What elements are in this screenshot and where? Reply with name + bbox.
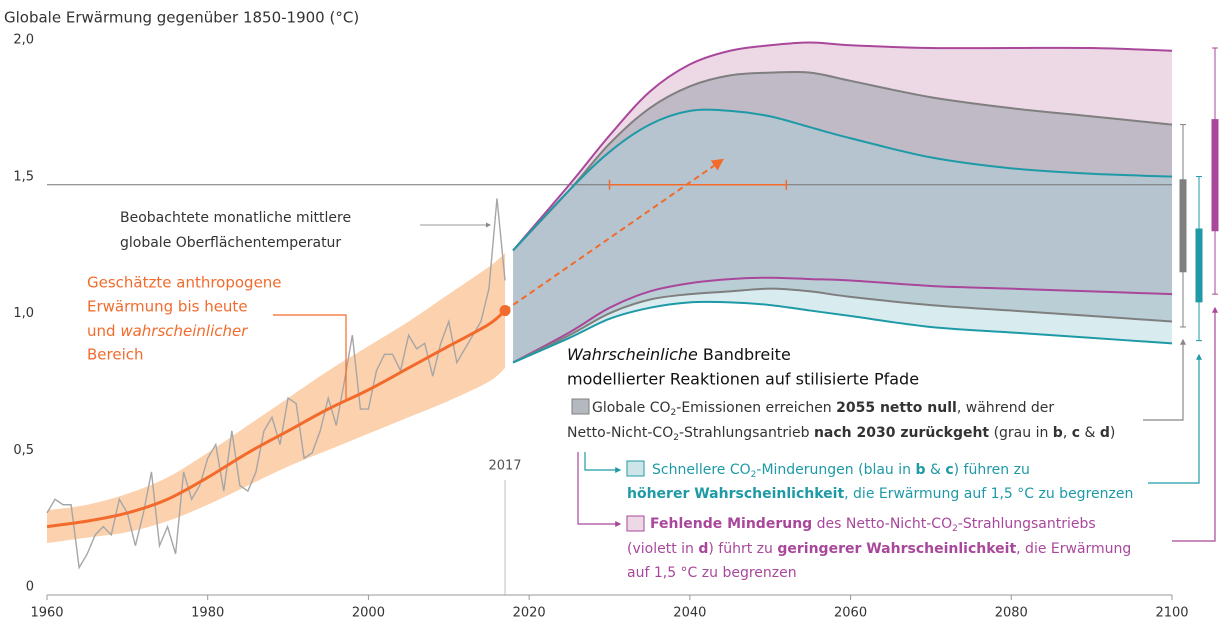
x-tick-label: 2080: [995, 606, 1028, 621]
legend-swatch: [571, 398, 590, 415]
pathways-title: Wahrscheinliche Bandbreite: [567, 345, 791, 364]
legend-swatch: [626, 515, 645, 532]
text-run: &: [926, 462, 946, 478]
chart-title: Globale Erwärmung gegenüber 1850-1900 (°…: [4, 9, 359, 27]
likely-range: [47, 253, 506, 544]
anthro-label: Erwärmung bis heute: [87, 298, 248, 316]
text-run: b: [915, 462, 925, 478]
x-tick-label: 1980: [191, 606, 224, 621]
text-run: -Emissionen erreichen: [676, 400, 836, 416]
text-run: (violett in: [627, 541, 698, 557]
y-tick-label: 1,0: [13, 306, 34, 321]
text-run: höherer Wahrscheinlichkeit: [627, 486, 844, 502]
text-run: des Netto-Nicht-CO: [812, 516, 952, 532]
year-marker-label: 2017: [488, 459, 521, 474]
x-tick-label: 1960: [30, 606, 63, 621]
pathway-line: [512, 276, 1173, 364]
text-run: c: [1072, 425, 1080, 441]
text-run: d: [698, 541, 708, 557]
anthro-line: [46, 309, 507, 529]
x-tick-label: 2020: [513, 606, 546, 621]
text-run: Fehlende Minderung: [650, 516, 812, 532]
legend-swatch: [626, 460, 645, 477]
text-run: -Minderungen (blau in: [756, 462, 915, 478]
text-run: ) führt zu: [708, 541, 777, 557]
text-run: , während der: [957, 400, 1055, 416]
text-run: Bandbreite: [698, 345, 791, 364]
connector: [273, 314, 347, 400]
connector: [1148, 353, 1202, 484]
text-run: , die Erwärmung: [1016, 541, 1131, 557]
range-bar: [1179, 179, 1187, 273]
range-bar: [1211, 119, 1219, 232]
legend-text: Globale CO2-Emissionen erreichen 2055 ne…: [592, 400, 1054, 418]
y-tick-label: 2,0: [13, 33, 34, 48]
text-run: 2: [671, 408, 677, 418]
text-run: Globale CO: [592, 400, 671, 416]
text-run: 2: [673, 433, 679, 443]
observed-label: Beobachtete monatliche mittlere: [120, 210, 351, 226]
observed-line: [46, 198, 506, 570]
legend-text: Fehlende Minderung des Netto-Nicht-CO2-S…: [650, 516, 1096, 534]
plot: 2017 1960 1980 2000 2020 2040 2060 2080 2100 0 0,5…: [13, 33, 1219, 621]
pathway-line: [512, 70, 1173, 252]
text-run: und: [87, 322, 120, 340]
connector: [577, 452, 622, 527]
connector: [584, 452, 622, 473]
legend-text: Schnellere CO2-Minderungen (blau in b & …: [652, 462, 1030, 480]
x-tick-label: 2100: [1155, 606, 1188, 621]
pathway-line: [512, 108, 1173, 252]
text-run: geringerer Wahrscheinlichkeit: [777, 541, 1016, 557]
text-run: (grau in: [989, 425, 1053, 441]
text-run: ): [1110, 425, 1115, 441]
pathways-title: modellierter Reaktionen auf stilisierte …: [567, 370, 919, 389]
text-run: , die Erwärmung auf 1,5 °C zu begrenzen: [844, 486, 1133, 502]
text-run: 2055 netto null: [836, 400, 957, 416]
text-run: b: [1053, 425, 1063, 441]
x-tick-label: 2000: [352, 606, 385, 621]
anthro-label: Geschätzte anthropogene: [87, 274, 282, 292]
text-run: c: [945, 462, 953, 478]
y-tick-label: 0,5: [13, 443, 34, 458]
text-run: 2: [751, 470, 757, 480]
legend-text: Netto-Nicht-CO2-Strahlungsantrieb nach 2…: [567, 425, 1115, 443]
anthro-label: und wahrscheinlicher: [87, 322, 248, 340]
pathway-band: [513, 109, 1172, 363]
x-tick-label: 2060: [834, 606, 867, 621]
text-run: &: [1080, 425, 1100, 441]
text-run: -Strahlungsantriebs: [958, 516, 1096, 532]
y-tick-label: 0: [26, 580, 34, 595]
y-tick-label: 1,5: [13, 169, 34, 184]
x-tick-label: 2040: [673, 606, 706, 621]
anthro-label: Bereich: [87, 346, 144, 364]
connector: [1172, 306, 1218, 542]
observed-label: globale Oberflächentemperatur: [120, 235, 341, 251]
pathway-line: [512, 41, 1173, 252]
pathway-band: [513, 71, 1172, 363]
legend-text: (violett in d) führt zu geringerer Wahrs…: [627, 541, 1131, 557]
text-run: 2: [952, 524, 958, 534]
text-run: Schnellere CO: [652, 462, 751, 478]
legend-text: auf 1,5 °C zu begrenzen: [627, 565, 797, 581]
range-bar: [1195, 228, 1203, 303]
text-run: nach 2030 zurückgeht: [814, 425, 989, 441]
text-run: wahrscheinlicher: [120, 322, 248, 340]
text-run: Wahrscheinliche: [567, 345, 698, 364]
pathway-line: [512, 287, 1173, 364]
text-run: ,: [1063, 425, 1072, 441]
text-run: Netto-Nicht-CO: [567, 425, 673, 441]
pathway-line: [512, 300, 1173, 364]
text-run: ) führen zu: [954, 462, 1030, 478]
connector: [1143, 338, 1186, 421]
text-run: d: [1100, 425, 1110, 441]
legend-text: höherer Wahrscheinlichkeit, die Erwärmun…: [627, 486, 1133, 502]
text-run: -Strahlungsantrieb: [679, 425, 814, 441]
